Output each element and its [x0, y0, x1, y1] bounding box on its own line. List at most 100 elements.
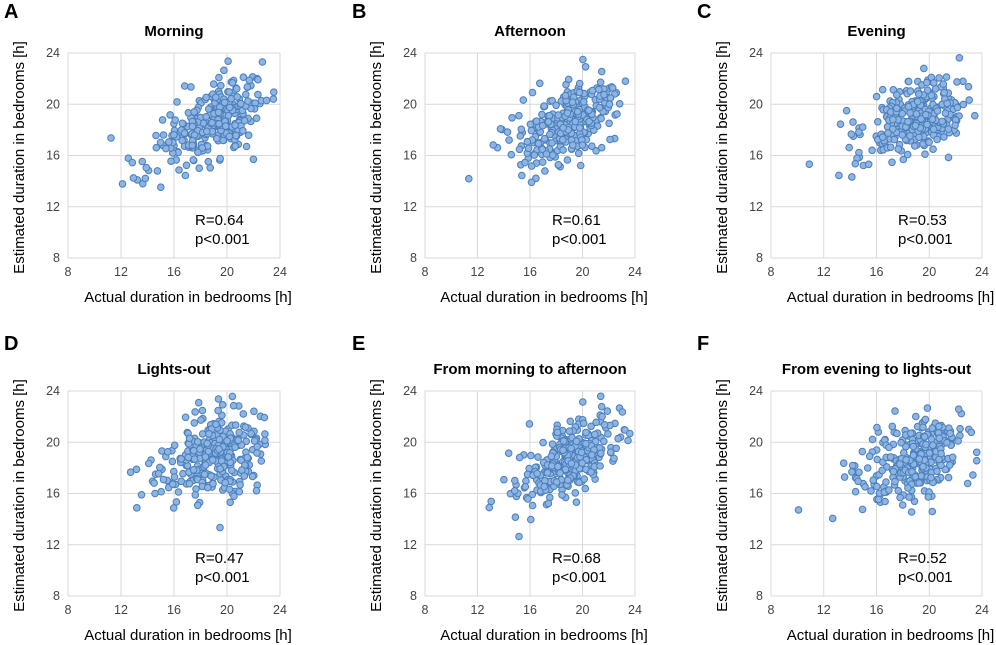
- x-tick-label: 8: [768, 603, 775, 617]
- data-point: [269, 95, 278, 103]
- data-point: [538, 145, 547, 154]
- data-point: [185, 479, 194, 488]
- data-point: [200, 470, 209, 479]
- data-point: [169, 480, 177, 489]
- data-point: [899, 155, 908, 164]
- data-point: [939, 80, 948, 88]
- y-tick-label: 24: [46, 384, 60, 398]
- data-point: [202, 127, 211, 136]
- data-point: [218, 401, 227, 409]
- data-point: [243, 453, 252, 462]
- data-point: [237, 456, 245, 465]
- data-point: [554, 161, 563, 169]
- data-point: [563, 109, 572, 117]
- data-point: [249, 155, 258, 164]
- data-point: [927, 91, 936, 100]
- data-point: [245, 76, 254, 85]
- data-point: [858, 505, 867, 514]
- data-point: [587, 422, 595, 431]
- data-point: [858, 447, 867, 456]
- data-point: [915, 455, 924, 463]
- x-tick-label: 24: [975, 603, 989, 617]
- y-tick-label: 24: [749, 46, 763, 60]
- data-point: [209, 80, 218, 88]
- data-point: [152, 131, 160, 140]
- data-point: [553, 428, 562, 437]
- x-tick-label: 16: [870, 603, 884, 617]
- data-point: [243, 83, 252, 91]
- data-point: [231, 421, 240, 429]
- y-tick-label: 20: [46, 97, 60, 111]
- data-point: [929, 145, 937, 153]
- data-point: [221, 122, 230, 130]
- data-point: [598, 412, 606, 421]
- chart-title: Afternoon: [494, 23, 566, 40]
- y-tick-label: 16: [749, 487, 763, 501]
- data-point: [872, 92, 881, 101]
- data-point: [208, 456, 217, 464]
- data-point: [554, 462, 562, 471]
- data-point: [240, 472, 249, 480]
- data-point: [261, 436, 269, 445]
- data-point: [923, 120, 931, 129]
- data-point: [888, 158, 896, 167]
- data-point: [937, 449, 945, 458]
- panel-letter: E: [352, 333, 365, 355]
- data-point: [893, 91, 901, 99]
- data-point: [538, 158, 547, 166]
- data-point: [869, 476, 878, 485]
- data-point: [247, 429, 255, 438]
- data-point: [568, 98, 577, 106]
- data-point: [508, 114, 516, 122]
- y-axis-label: Estimated duration in bedrooms [h]: [368, 41, 385, 274]
- data-point: [579, 398, 587, 406]
- data-point: [170, 473, 179, 481]
- data-point: [578, 459, 587, 467]
- data-point: [922, 110, 930, 119]
- data-point: [543, 469, 552, 477]
- data-point: [605, 100, 614, 108]
- data-point: [223, 437, 231, 445]
- data-point: [909, 442, 918, 451]
- data-point: [224, 453, 233, 461]
- data-point: [219, 136, 227, 145]
- x-tick-label: 8: [422, 265, 429, 279]
- data-point: [165, 138, 173, 146]
- data-point: [921, 415, 930, 424]
- data-point: [544, 499, 553, 508]
- data-point: [923, 86, 932, 95]
- data-point: [948, 453, 957, 462]
- x-tick-label: 24: [628, 265, 642, 279]
- data-point: [920, 433, 929, 441]
- panel-letter: C: [697, 1, 711, 23]
- data-point: [521, 482, 530, 491]
- data-point: [924, 493, 933, 501]
- data-point: [597, 67, 606, 76]
- x-tick-label: 20: [922, 265, 936, 279]
- data-point: [835, 171, 843, 180]
- data-point: [159, 131, 168, 139]
- data-point: [624, 436, 632, 445]
- y-tick-label: 20: [403, 435, 417, 449]
- data-point: [504, 449, 513, 458]
- data-point: [903, 150, 912, 159]
- data-point: [485, 503, 494, 512]
- data-point: [943, 99, 952, 108]
- data-point: [530, 151, 539, 159]
- panel-b: 8 12 16 20 24 8 12 16 20 24 B Afternoon Actual durat…: [352, 1, 648, 306]
- data-point: [527, 162, 536, 170]
- y-axis-label: Estimated duration in bedrooms [h]: [11, 379, 28, 612]
- y-tick-label: 20: [749, 435, 763, 449]
- data-point: [258, 58, 267, 66]
- data-point: [181, 413, 190, 422]
- data-point: [157, 183, 165, 191]
- data-point: [231, 443, 239, 452]
- data-point: [600, 421, 609, 429]
- data-point: [904, 484, 912, 492]
- data-point: [963, 479, 972, 488]
- data-point: [540, 134, 549, 143]
- data-point: [538, 121, 547, 130]
- x-tick-label: 12: [114, 265, 128, 279]
- data-point: [906, 87, 915, 95]
- data-point: [260, 413, 269, 422]
